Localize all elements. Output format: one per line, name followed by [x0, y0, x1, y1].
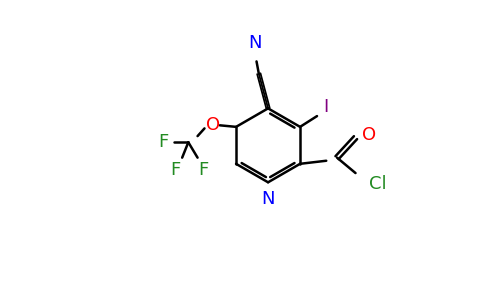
Text: N: N	[261, 190, 275, 208]
Text: F: F	[198, 161, 209, 179]
Text: F: F	[158, 133, 168, 151]
Text: O: O	[362, 126, 376, 144]
Text: N: N	[248, 34, 262, 52]
Text: F: F	[170, 161, 181, 179]
Text: O: O	[206, 116, 220, 134]
Text: I: I	[323, 98, 328, 116]
Text: Cl: Cl	[369, 175, 386, 193]
